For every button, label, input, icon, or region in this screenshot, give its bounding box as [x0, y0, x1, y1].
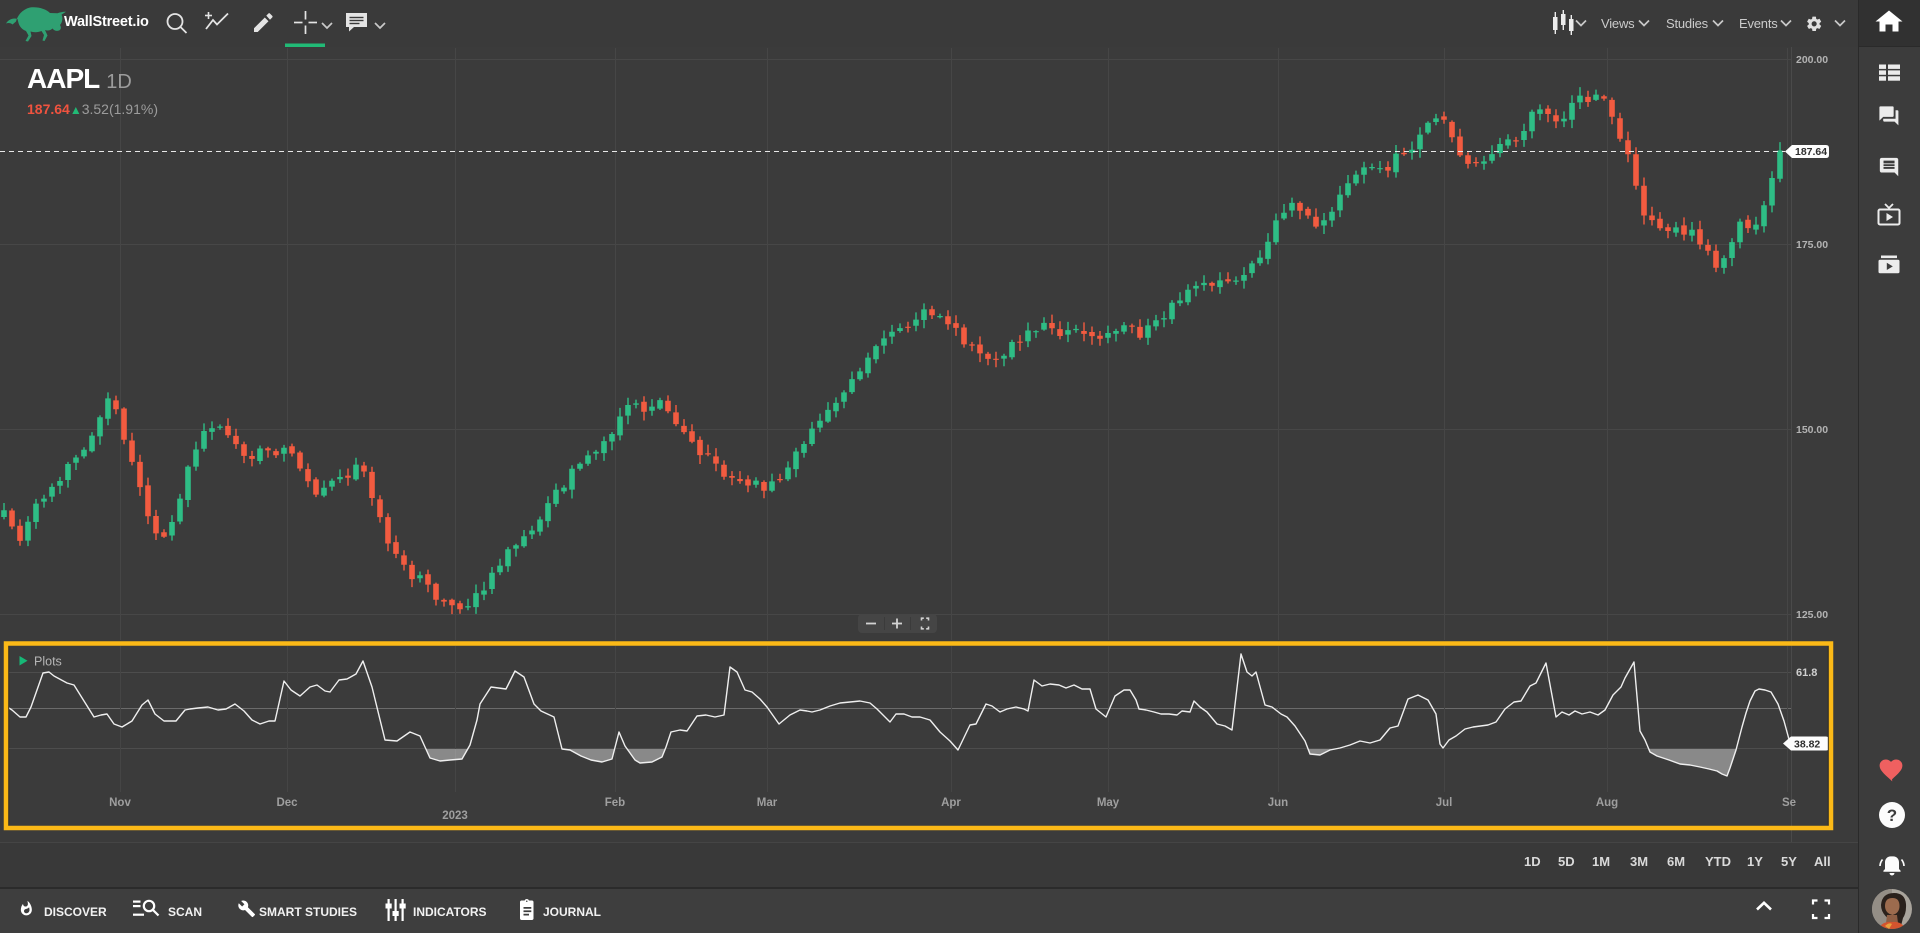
svg-text:Nov: Nov [109, 797, 131, 809]
svg-text:187.64: 187.64 [1795, 146, 1827, 158]
svg-text:Dec: Dec [276, 797, 298, 809]
svg-text:Jul: Jul [1436, 797, 1453, 809]
svg-text:Se: Se [1782, 797, 1796, 809]
svg-text:Jun: Jun [1268, 797, 1288, 809]
svg-text:150.00: 150.00 [1796, 424, 1828, 436]
svg-text:38.82: 38.82 [1794, 739, 1820, 751]
svg-text:Aug: Aug [1596, 797, 1618, 809]
svg-text:Plots: Plots [34, 655, 62, 669]
svg-text:Feb: Feb [605, 797, 625, 809]
svg-text:2023: 2023 [442, 810, 468, 822]
svg-text:?: ? [1887, 806, 1897, 825]
svg-text:200.00: 200.00 [1796, 54, 1828, 66]
svg-text:61.8: 61.8 [1796, 667, 1817, 679]
svg-text:175.00: 175.00 [1796, 239, 1828, 251]
svg-text:Apr: Apr [941, 797, 961, 809]
svg-text:125.00: 125.00 [1796, 609, 1828, 621]
svg-text:Mar: Mar [757, 797, 778, 809]
svg-text:May: May [1097, 797, 1120, 809]
